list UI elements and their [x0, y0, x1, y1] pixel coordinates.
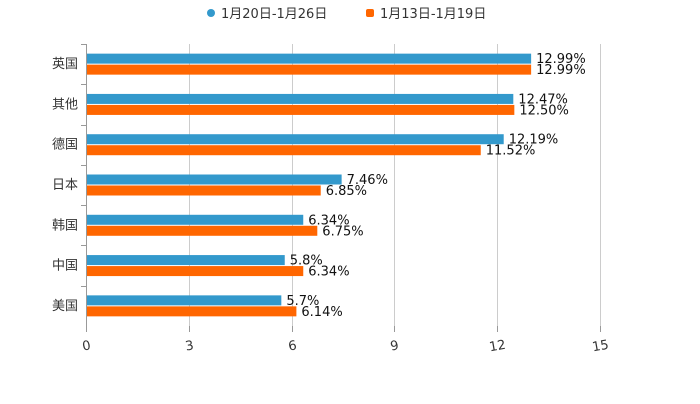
data-label-series-1-6: 5.7%: [286, 294, 319, 309]
bar-series-1-3[interactable]: [86, 174, 342, 185]
data-label-series-1-1: 12.47%: [518, 92, 568, 107]
category-label-4: 韩国: [52, 218, 78, 233]
x-tick-label-0: 0: [81, 338, 92, 354]
data-label-series-1-4: 6.34%: [308, 213, 349, 228]
axes: [81, 44, 601, 332]
data-label-series-1-5: 5.8%: [290, 254, 323, 269]
bar-series-1-4[interactable]: [86, 214, 304, 225]
bar-series-1-2[interactable]: [86, 134, 504, 145]
category-label-2: 德国: [52, 138, 78, 153]
x-tick-label-12: 12: [488, 338, 507, 356]
legend-item-series-2[interactable]: 1月13日-1月19日: [366, 7, 486, 22]
data-label-series-1-2: 12.19%: [509, 133, 559, 148]
bar-series-2-6[interactable]: [86, 306, 297, 317]
category-label-5: 中国: [52, 259, 78, 274]
bar-series-1-5[interactable]: [86, 255, 285, 266]
data-label-series-2-2: 11.52%: [486, 144, 536, 159]
category-label-0: 英国: [52, 57, 78, 72]
x-tick-label-15: 15: [591, 338, 610, 356]
category-label-6: 美国: [52, 299, 78, 314]
x-tick-label-6: 6: [287, 338, 298, 354]
data-label-series-2-3: 6.85%: [326, 184, 367, 199]
data-label-series-2-6: 6.14%: [301, 305, 342, 320]
legend: 1月20日-1月26日 1月13日-1月19日: [207, 7, 486, 22]
bar-series-2-3[interactable]: [86, 185, 321, 196]
data-label-series-2-4: 6.75%: [322, 224, 363, 239]
category-label-3: 日本: [52, 178, 78, 193]
x-tick-label-9: 9: [389, 338, 400, 354]
legend-marker-series-2: [366, 9, 374, 17]
bars: [86, 53, 532, 317]
x-tick-label-3: 3: [184, 338, 195, 354]
legend-marker-series-1: [207, 9, 215, 17]
legend-label-series-2: 1月13日-1月19日: [380, 7, 486, 22]
data-label-series-2-1: 12.50%: [519, 103, 569, 118]
bar-series-1-6[interactable]: [86, 295, 282, 306]
data-label-series-2-5: 6.34%: [308, 265, 349, 280]
category-label-1: 其他: [52, 97, 78, 112]
data-label-series-2-0: 12.99%: [536, 63, 586, 78]
labels: 0 3 6 9 12 15 英国 12.99%12.99% 其他 12.47%12.50% 德国 12…: [52, 52, 610, 355]
legend-item-series-1[interactable]: 1月20日-1月26日: [207, 7, 327, 22]
bar-series-2-1[interactable]: [86, 104, 515, 115]
bar-series-2-5[interactable]: [86, 266, 304, 277]
bar-series-1-0[interactable]: [86, 53, 532, 64]
legend-label-series-1: 1月20日-1月26日: [221, 7, 327, 22]
bar-series-1-1[interactable]: [86, 93, 514, 104]
data-label-series-1-3: 7.46%: [347, 173, 388, 188]
bar-series-2-4[interactable]: [86, 225, 318, 236]
bar-series-2-0[interactable]: [86, 64, 532, 75]
bar-series-2-2[interactable]: [86, 145, 481, 156]
data-label-series-1-0: 12.99%: [536, 52, 586, 67]
